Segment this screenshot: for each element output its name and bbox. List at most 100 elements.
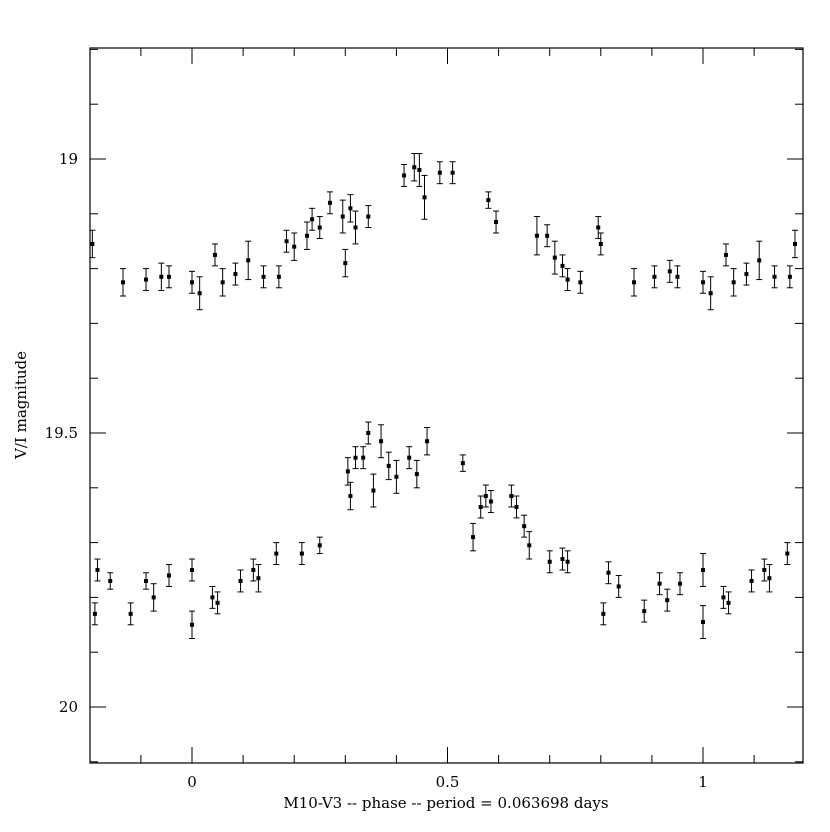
marker — [772, 274, 777, 279]
data-point — [94, 558, 101, 582]
marker — [304, 233, 309, 238]
marker — [522, 524, 527, 529]
data-point — [664, 588, 671, 612]
data-point — [487, 490, 494, 513]
marker — [534, 233, 539, 238]
data-point — [577, 270, 584, 294]
data-point — [189, 610, 195, 639]
data-point — [641, 599, 648, 623]
data-point — [761, 558, 768, 582]
data-points — [89, 153, 798, 639]
data-point — [416, 153, 423, 187]
data-point — [700, 270, 706, 294]
plot-frame — [89, 47, 804, 764]
marker — [292, 244, 297, 249]
marker — [642, 609, 647, 614]
data-point — [209, 585, 216, 609]
marker — [552, 255, 557, 260]
data-point — [707, 276, 714, 311]
marker — [371, 488, 376, 493]
data-point — [748, 569, 755, 593]
data-point — [273, 542, 280, 566]
data-point — [232, 262, 239, 286]
y-axis-label: V/I magnitude — [12, 351, 30, 460]
data-point — [298, 542, 305, 566]
marker — [701, 280, 705, 285]
marker — [701, 620, 705, 625]
marker — [386, 463, 391, 468]
marker — [95, 568, 100, 572]
marker — [407, 455, 412, 460]
data-point — [725, 591, 732, 615]
data-point — [309, 207, 316, 231]
marker — [238, 578, 243, 583]
marker — [366, 214, 371, 219]
marker — [121, 280, 126, 285]
marker — [190, 622, 194, 627]
data-point — [211, 243, 218, 267]
data-point — [513, 495, 520, 519]
data-point — [477, 495, 484, 519]
marker — [596, 225, 601, 230]
data-point — [720, 585, 727, 609]
marker — [151, 595, 156, 600]
data-point — [411, 153, 418, 182]
marker — [220, 280, 225, 285]
marker — [437, 170, 442, 175]
marker — [545, 233, 550, 238]
marker — [509, 494, 514, 499]
marker — [701, 568, 705, 572]
data-point — [303, 221, 310, 250]
marker — [90, 241, 95, 246]
data-point — [316, 536, 323, 555]
marker — [167, 573, 172, 578]
marker — [353, 455, 358, 460]
data-point — [564, 550, 571, 574]
data-point — [784, 542, 791, 566]
x-tick-label: 0 — [187, 773, 197, 791]
data-point — [89, 229, 96, 259]
data-point — [283, 229, 290, 253]
marker — [128, 611, 133, 616]
marker — [251, 568, 256, 572]
data-point — [316, 216, 323, 239]
data-point — [347, 194, 354, 223]
marker — [190, 280, 194, 285]
marker — [92, 611, 97, 616]
data-point — [150, 583, 157, 612]
marker — [348, 494, 353, 499]
data-point — [365, 205, 372, 228]
data-point — [600, 602, 607, 626]
marker — [560, 557, 565, 562]
data-point — [544, 224, 551, 248]
marker — [762, 568, 767, 572]
marker — [632, 280, 637, 285]
data-point — [219, 268, 226, 297]
data-point — [326, 191, 333, 215]
data-point — [413, 459, 420, 489]
data-point — [260, 265, 267, 289]
data-point — [255, 564, 262, 593]
data-point — [127, 602, 134, 626]
data-point — [656, 572, 663, 596]
data-point — [339, 199, 346, 234]
marker — [276, 274, 281, 279]
marker — [343, 261, 348, 266]
data-point — [597, 232, 604, 256]
marker — [478, 504, 483, 509]
data-point — [365, 421, 372, 445]
marker — [721, 595, 726, 600]
marker — [494, 220, 499, 225]
data-point — [393, 459, 400, 494]
marker — [422, 195, 427, 200]
marker — [606, 570, 611, 575]
data-point — [347, 481, 354, 511]
marker — [197, 291, 202, 296]
marker — [460, 461, 465, 466]
marker — [167, 274, 172, 279]
data-point — [291, 232, 298, 261]
data-point — [158, 262, 165, 292]
marker — [598, 241, 603, 246]
data-point — [533, 216, 540, 256]
